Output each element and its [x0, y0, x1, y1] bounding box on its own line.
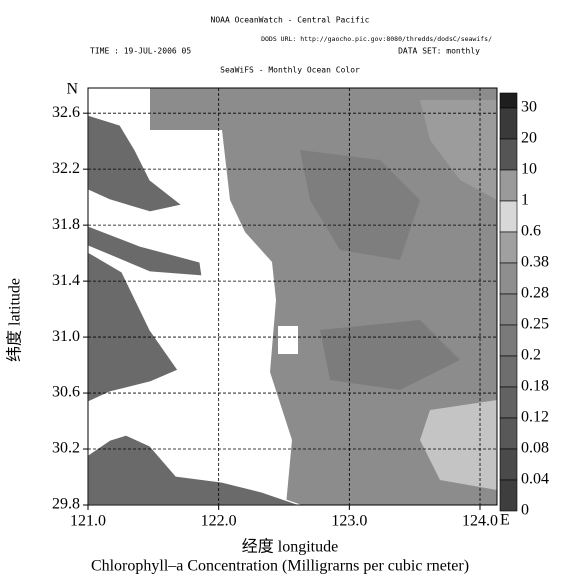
patch: [420, 100, 497, 200]
land: [87, 114, 184, 213]
colorbar-swatch: [499, 262, 518, 295]
colorbar-label: 0.2: [521, 347, 541, 364]
y-tick-label: 31.8: [52, 216, 80, 233]
colorbar-swatch: [499, 479, 518, 512]
clear-area: [278, 326, 298, 354]
y-tick-label: 32.6: [52, 104, 80, 121]
x-tick-label: 124.0: [462, 513, 498, 530]
map-field: [87, 88, 497, 506]
colorbar-label: 0.08: [521, 440, 549, 457]
colorbar-swatch: [499, 386, 518, 419]
y-tick-label: 31.0: [52, 328, 80, 345]
x-tick-label: 121.0: [70, 513, 106, 530]
patch: [420, 400, 497, 490]
colorbar-swatch: [499, 417, 518, 450]
y-tick-label: 29.8: [52, 496, 80, 513]
x-tick-label: 122.0: [201, 513, 237, 530]
time: TIME : 19-JUL-2006 05: [90, 47, 191, 56]
y-tick-label: 31.4: [52, 272, 80, 289]
colorbar-label: 20: [521, 130, 537, 147]
colorbar-swatch: [499, 324, 518, 357]
colorbar-label: 0.25: [521, 316, 549, 333]
colorbar-label: 0.12: [521, 409, 549, 426]
colorbar-label: 0.04: [521, 471, 549, 488]
subtitle: SeaWiFS - Monthly Ocean Color: [220, 66, 360, 75]
colorbar-label: 10: [521, 161, 537, 178]
colorbar-swatch: [499, 293, 518, 326]
colorbar-label: 0.6: [521, 223, 541, 240]
colorbar-swatch: [499, 138, 518, 171]
land: [87, 250, 179, 403]
patch: [300, 150, 420, 260]
colorbar-swatch: [499, 231, 518, 264]
y-axis-label: 纬度 latitude: [6, 278, 24, 362]
colorbar-swatch: [499, 169, 518, 202]
colorbar-swatch: [499, 448, 518, 481]
colorbar-label: 0.18: [521, 378, 549, 395]
colorbar-swatch: [499, 355, 518, 388]
dataset: DATA SET: monthly: [398, 47, 480, 56]
x-tick-label: 123.0: [331, 513, 367, 530]
colorbar-label: 0.28: [521, 285, 549, 302]
patch: [320, 320, 460, 390]
north-label: N: [66, 81, 78, 98]
colorbar-swatch: [499, 200, 518, 233]
colorbar-label: 0: [521, 502, 529, 519]
colorbar: 30 20 10 1 0.6 0.38 0.28 0.25 0.2 0.18 0.12 0.08 0.0…: [499, 92, 549, 519]
y-tick-label: 30.2: [52, 440, 80, 457]
colorbar-swatch: [499, 92, 518, 109]
colorbar-label: 0.38: [521, 254, 549, 271]
y-tick-label: 30.6: [52, 384, 80, 401]
caption: Chlorophyll–a Concentration (Milligrarns…: [91, 558, 469, 575]
colorbar-label: 30: [521, 99, 537, 116]
y-tick-label: 32.2: [52, 160, 80, 177]
title: NOAA OceanWatch - Central Pacific: [211, 16, 370, 25]
east-label: E: [500, 512, 510, 529]
colorbar-swatch: [499, 107, 518, 140]
x-axis-label: 经度 longitude: [242, 538, 338, 556]
map-frame: [87, 87, 498, 506]
colorbar-label: 1: [521, 192, 529, 209]
dods-url: DODS URL: http://gaocho.pic.gov:8080/thr…: [261, 35, 492, 43]
